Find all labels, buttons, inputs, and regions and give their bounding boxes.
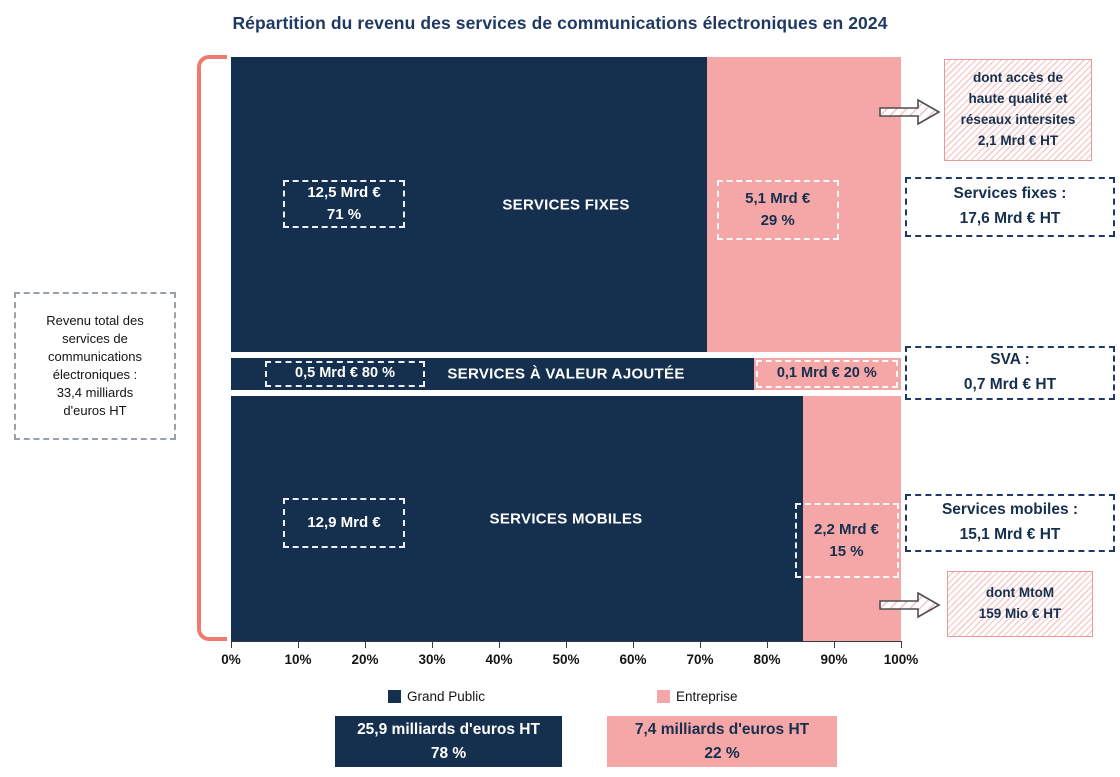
x-axis-tick: [901, 641, 902, 648]
callout-box-acces-haute-qualite: dont accès de haute qualité et réseaux i…: [944, 59, 1092, 161]
x-axis-tick-label: 70%: [686, 652, 714, 667]
total-revenue-note-line: services de: [62, 331, 128, 347]
legend-item-entreprise: Entreprise: [657, 689, 738, 704]
x-axis-tick: [700, 641, 701, 648]
total-box-sva: SVA : 0,7 Mrd € HT: [905, 346, 1115, 400]
plot-area: 12,5 Mrd € 71 % 5,1 Mrd € 29 % SERVICES …: [231, 57, 901, 641]
value-label-fixes-entreprise: 5,1 Mrd € 29 %: [716, 180, 839, 240]
callout-arrow-icon: [879, 591, 941, 619]
x-axis-tick-label: 40%: [485, 652, 513, 667]
segment-fixes-entreprise: 5,1 Mrd € 29 %: [706, 57, 901, 352]
total-revenue-note-line: électroniques :: [52, 367, 138, 382]
segment-mobiles-grand-public: 12,9 Mrd €: [231, 396, 803, 641]
callout-arrow-icon: [879, 98, 941, 126]
value-label-sva-entreprise: 0,1 Mrd € 20 %: [755, 360, 898, 388]
total-revenue-note: Revenu total des services de communicati…: [14, 292, 176, 440]
summary-box-grand-public: 25,9 milliards d'euros HT 78 %: [335, 716, 562, 767]
callout-box-mtom: dont MtoM 159 Mio € HT: [947, 571, 1093, 637]
x-axis-tick-label: 80%: [753, 652, 781, 667]
x-axis-tick-label: 90%: [820, 652, 848, 667]
x-axis-tick: [231, 641, 232, 648]
legend-swatch-entreprise: [657, 690, 670, 703]
x-axis-tick: [365, 641, 366, 648]
summary-box-entreprise: 7,4 milliards d'euros HT 22 %: [607, 716, 837, 767]
x-axis-tick: [633, 641, 634, 648]
total-bracket: [197, 55, 227, 641]
total-revenue-note-line: communications: [48, 349, 142, 365]
total-revenue-note-line: 33,4 milliards: [56, 384, 134, 400]
legend-swatch-grand-public: [388, 690, 401, 703]
value-label-sva-grand-public: 0,5 Mrd € 80 %: [265, 361, 425, 387]
segment-fixes-grand-public: 12,5 Mrd € 71 %: [231, 57, 707, 352]
total-revenue-note-line: Revenu total des: [46, 313, 144, 329]
total-box-services-mobiles: Services mobiles : 15,1 Mrd € HT: [905, 494, 1115, 552]
value-label-mobiles-grand-public: 12,9 Mrd €: [283, 498, 405, 548]
total-revenue-note-line: d'euros HT: [63, 402, 127, 418]
chart-title: Répartition du revenu des services de co…: [232, 13, 888, 33]
segment-sva-grand-public: 0,5 Mrd € 80 %: [231, 358, 754, 390]
x-axis-tick: [499, 641, 500, 648]
value-label-mobiles-entreprise: 2,2 Mrd € 15 %: [794, 503, 899, 578]
x-axis-tick: [767, 641, 768, 648]
bar-services-valeur-ajoutee: 0,5 Mrd € 80 % 0,1 Mrd € 20 % SERVICES À…: [231, 358, 901, 390]
bar-services-mobiles: 12,9 Mrd € 2,2 Mrd € 15 % SERVICES MOBIL…: [231, 396, 901, 641]
x-axis-tick-label: 0%: [221, 652, 241, 667]
x-axis-tick: [432, 641, 433, 648]
segment-sva-entreprise: 0,1 Mrd € 20 %: [753, 358, 901, 390]
x-axis-tick: [834, 641, 835, 648]
x-axis-tick-label: 50%: [552, 652, 580, 667]
x-axis-tick-label: 30%: [418, 652, 446, 667]
segment-mobiles-entreprise: 2,2 Mrd € 15 %: [794, 396, 901, 641]
x-axis-tick: [298, 641, 299, 648]
legend-label-grand-public: Grand Public: [407, 689, 486, 704]
x-axis-tick-label: 20%: [351, 652, 379, 667]
total-box-services-fixes: Services fixes : 17,6 Mrd € HT: [905, 177, 1115, 237]
bar-services-fixes: 12,5 Mrd € 71 % 5,1 Mrd € 29 % SERVICES …: [231, 57, 901, 352]
x-axis-tick-label: 10%: [284, 652, 312, 667]
legend-label-entreprise: Entreprise: [676, 689, 738, 704]
legend-item-grand-public: Grand Public: [388, 689, 485, 704]
x-axis-tick: [566, 641, 567, 648]
x-axis-tick-label: 60%: [619, 652, 647, 667]
x-axis-tick-label: 100%: [883, 652, 919, 667]
value-label-fixes-grand-public: 12,5 Mrd € 71 %: [283, 180, 405, 228]
